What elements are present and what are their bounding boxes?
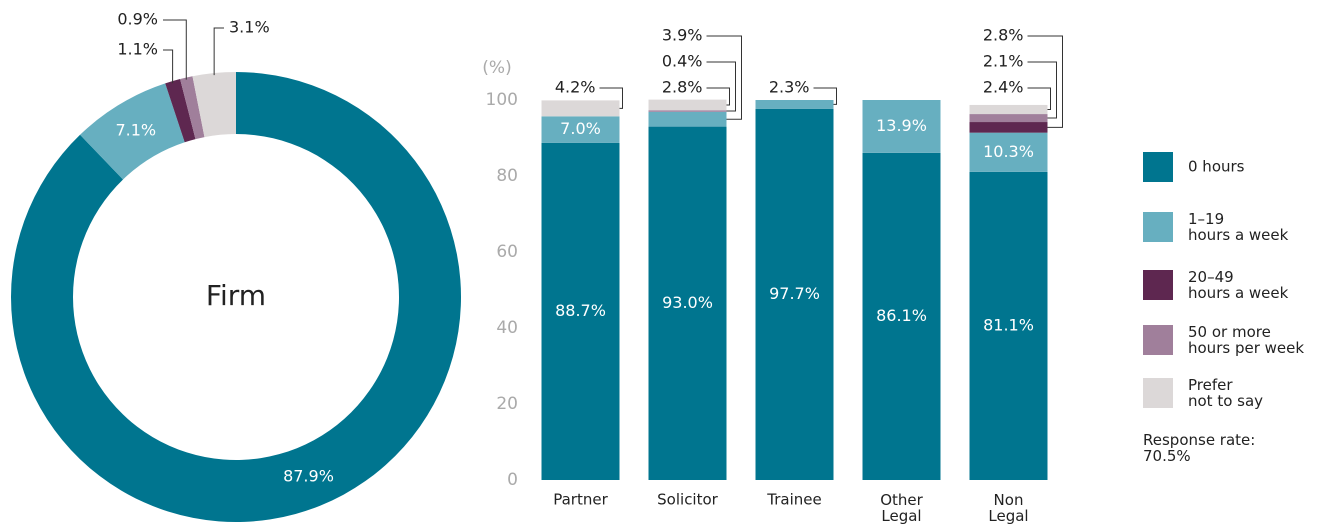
- legend-swatch: [1143, 270, 1173, 300]
- leader-line: [599, 87, 623, 109]
- legend-label: 50 or more hours per week: [1188, 323, 1304, 357]
- slice-label: 3.1%: [229, 18, 270, 37]
- x-tick-label: Trainee: [766, 491, 821, 509]
- leader-line: [706, 35, 742, 120]
- y-tick-label: 60: [496, 242, 518, 262]
- leader-line: [1027, 87, 1051, 110]
- bar-label: 97.7%: [769, 284, 820, 303]
- donut-slice: [165, 79, 196, 143]
- donut-slice: [180, 76, 205, 140]
- legend-swatch: [1143, 325, 1173, 355]
- bar-label: 2.8%: [662, 78, 703, 97]
- x-tick-label: Non Legal: [988, 491, 1028, 525]
- bar-segment: [541, 116, 620, 143]
- bar-segment: [862, 152, 941, 480]
- bar-label: 86.1%: [876, 306, 927, 325]
- bar-segment: [755, 100, 834, 109]
- bar-label: 7.0%: [560, 119, 601, 138]
- legend-swatch: [1143, 378, 1173, 408]
- bar-segment: [969, 122, 1048, 133]
- bar-segment: [969, 132, 1048, 172]
- bar-segment: [862, 100, 941, 153]
- bar-label: 93.0%: [662, 293, 713, 312]
- bar-label: 0.4%: [662, 52, 703, 71]
- bar-label: 88.7%: [555, 301, 606, 320]
- y-tick-label: 0: [507, 470, 518, 490]
- x-tick-label: Partner: [553, 491, 608, 509]
- bar-label: 4.2%: [555, 78, 596, 97]
- bar-label: 3.9%: [662, 26, 703, 45]
- bar-segment: [648, 126, 727, 480]
- bar-segment: [969, 171, 1048, 480]
- leader-line: [813, 87, 837, 105]
- slice-label: 1.1%: [117, 40, 158, 59]
- bar-segment: [648, 110, 727, 112]
- y-tick-label: 100: [486, 90, 518, 110]
- legend-label: 1–19 hours a week: [1188, 210, 1289, 244]
- bar-segment: [541, 142, 620, 480]
- bar-label: 10.3%: [983, 142, 1034, 161]
- leader-line: [163, 19, 187, 80]
- leader-line: [706, 87, 730, 106]
- leader-line: [706, 61, 736, 112]
- bar-label: 2.4%: [983, 78, 1024, 97]
- y-tick-label: 20: [496, 394, 518, 414]
- bar-label: 81.1%: [983, 315, 1034, 334]
- note: Response rate: 70.5%: [1143, 431, 1255, 465]
- leader-line: [163, 49, 174, 84]
- x-tick-label: Solicitor: [657, 491, 719, 509]
- y-tick-label: 80: [496, 166, 518, 186]
- bar-segment: [969, 104, 1048, 115]
- bar-label: 13.9%: [876, 116, 927, 135]
- bar-segment: [969, 114, 1048, 123]
- bar-segment: [648, 99, 727, 111]
- x-tick-label: Other Legal: [880, 491, 923, 525]
- donut-slice: [192, 72, 236, 138]
- donut-center-label: Firm: [206, 279, 266, 312]
- bar-label: 2.3%: [769, 78, 810, 97]
- bar-segment: [541, 100, 620, 117]
- leader-line: [213, 27, 224, 76]
- bar-label: 2.8%: [983, 26, 1024, 45]
- y-tick-label: 40: [496, 318, 518, 338]
- slice-label: 87.9%: [283, 466, 334, 485]
- slice-label: 0.9%: [117, 10, 158, 29]
- slice-label: 7.1%: [115, 120, 156, 139]
- leader-line: [1027, 61, 1057, 119]
- legend-swatch: [1143, 152, 1173, 182]
- bar-label: 2.1%: [983, 52, 1024, 71]
- bar-segment: [755, 108, 834, 481]
- donut-slice: [80, 83, 185, 180]
- legend-label: 0 hours: [1188, 158, 1245, 176]
- y-axis-label: (%): [482, 58, 511, 78]
- legend-label: 20–49 hours a week: [1188, 268, 1289, 302]
- legend-swatch: [1143, 212, 1173, 242]
- bar-segment: [648, 111, 727, 127]
- legend-label: Prefer not to say: [1188, 376, 1263, 410]
- leader-line: [1027, 35, 1063, 128]
